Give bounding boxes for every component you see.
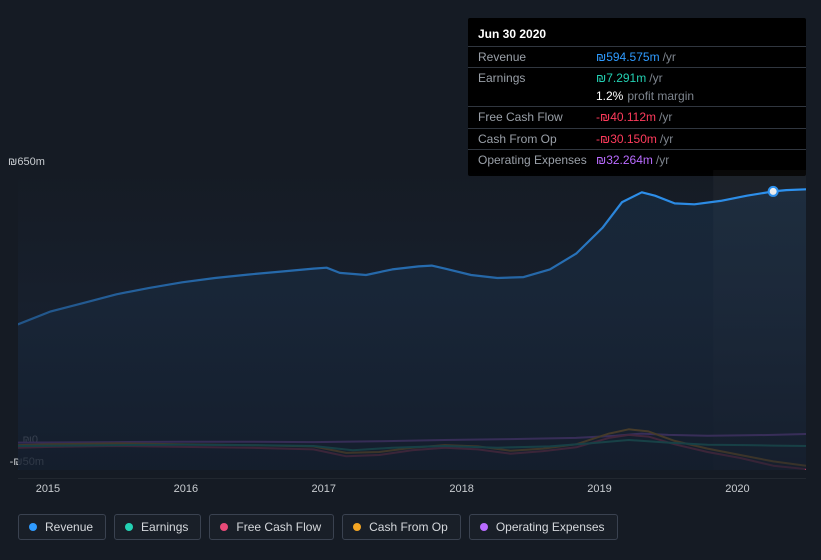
legend-item-cash_from_op[interactable]: Cash From Op xyxy=(342,514,461,540)
tooltip-date: Jun 30 2020 xyxy=(468,24,806,46)
x-axis-tick: 2019 xyxy=(587,483,611,495)
tooltip-row-value: ₪594.575m/yr xyxy=(596,49,676,65)
cash_from_op-color-icon xyxy=(353,523,361,531)
legend-label: Earnings xyxy=(141,520,188,534)
legend-item-operating_expenses[interactable]: Operating Expenses xyxy=(469,514,618,540)
legend: Revenue Earnings Free Cash Flow Cash From O… xyxy=(18,514,618,540)
tooltip-row-free-cash-flow: Free Cash Flow-₪40.112m/yr xyxy=(468,106,806,127)
tooltip-row-value: -₪40.112m/yr xyxy=(596,109,672,125)
x-axis-tick: 2018 xyxy=(449,483,473,495)
y-axis-label-top: ₪650m xyxy=(8,156,44,168)
tooltip-row-value: ₪7.291m/yr xyxy=(596,70,663,86)
x-axis-tick: 2020 xyxy=(725,483,749,495)
x-axis-tick: 2016 xyxy=(174,483,198,495)
tooltip-row-label: Cash From Op xyxy=(478,131,596,147)
free_cash_flow-color-icon xyxy=(220,523,228,531)
tooltip-row-label: Free Cash Flow xyxy=(478,109,596,125)
tooltip-row-label: Operating Expenses xyxy=(478,152,596,168)
revenue-color-icon xyxy=(29,523,37,531)
tooltip-row-label: Revenue xyxy=(478,49,596,65)
chart-area[interactable] xyxy=(18,170,806,470)
legend-item-revenue[interactable]: Revenue xyxy=(18,514,106,540)
x-axis-tick: 2017 xyxy=(311,483,335,495)
legend-label: Revenue xyxy=(45,520,93,534)
tooltip-row-revenue: Revenue₪594.575m/yr xyxy=(468,46,806,67)
x-axis-tick: 2015 xyxy=(36,483,60,495)
tooltip-row-cash-from-op: Cash From Op-₪30.150m/yr xyxy=(468,128,806,149)
legend-item-earnings[interactable]: Earnings xyxy=(114,514,201,540)
legend-label: Operating Expenses xyxy=(496,520,605,534)
tooltip-profit-margin: 1.2%profit margin xyxy=(468,88,806,106)
x-axis: 2015 2016 2017 2018 2019 2020 xyxy=(18,478,806,498)
tooltip-row-operating-expenses: Operating Expenses₪32.264m/yr xyxy=(468,149,806,170)
data-tooltip: Jun 30 2020 Revenue₪594.575m/yrEarnings₪… xyxy=(468,18,806,176)
legend-item-free_cash_flow[interactable]: Free Cash Flow xyxy=(209,514,334,540)
legend-label: Cash From Op xyxy=(369,520,448,534)
tooltip-row-earnings: Earnings₪7.291m/yr xyxy=(468,67,806,88)
chart-background xyxy=(18,170,806,470)
tooltip-row-value: -₪30.150m/yr xyxy=(596,131,673,147)
tooltip-row-label: Earnings xyxy=(478,70,596,86)
tooltip-row-value: ₪32.264m/yr xyxy=(596,152,669,168)
earnings-color-icon xyxy=(125,523,133,531)
legend-label: Free Cash Flow xyxy=(236,520,321,534)
operating_expenses-color-icon xyxy=(480,523,488,531)
